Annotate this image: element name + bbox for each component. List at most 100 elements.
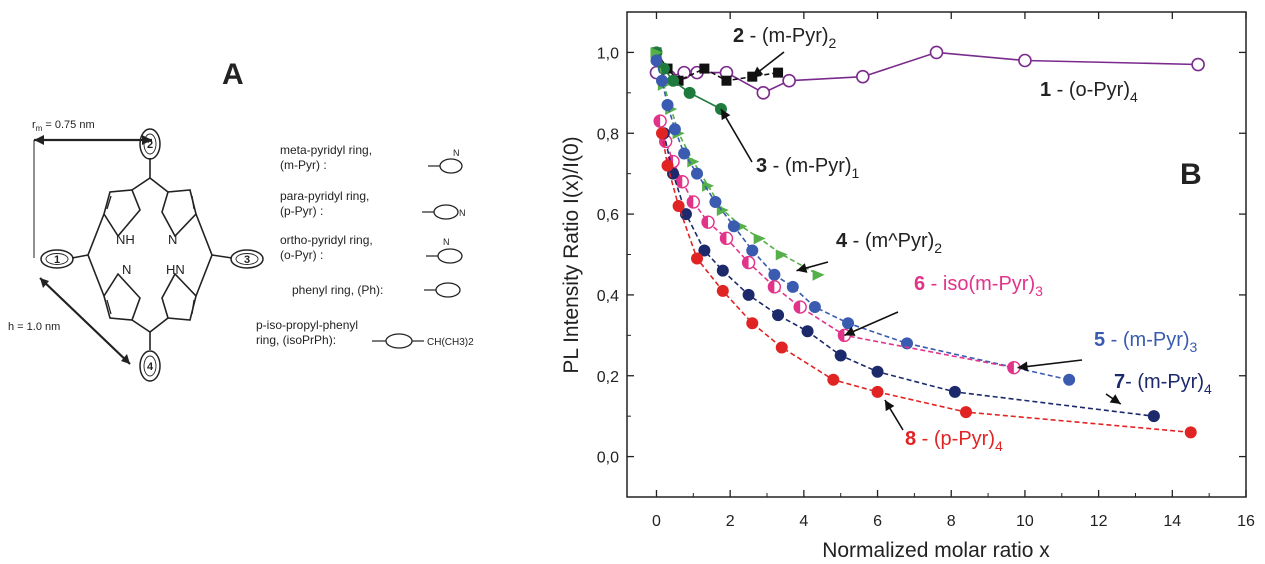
meta-pyridyl-ring-icon <box>439 158 463 174</box>
legend-meta-line2: (m-Pyr) : <box>280 158 327 172</box>
x-tick-label: 14 <box>1163 513 1181 530</box>
data-point <box>699 63 710 74</box>
h-arrowhead-bottom <box>121 354 130 364</box>
x-tick-label: 6 <box>873 513 882 530</box>
data-point <box>842 317 855 330</box>
data-point <box>871 365 884 378</box>
series-annotation-label: 8 - (p-Pyr)4 <box>905 428 1003 454</box>
y-tick-label: 0,8 <box>597 126 619 143</box>
annotation-arrowhead <box>720 109 731 121</box>
annotation-layer: 2 - (m-Pyr)2 1 - (o-Pyr)4 3 - (m-Pyr)1 4 - … <box>720 25 1212 454</box>
data-point-half <box>687 195 694 208</box>
data-point <box>773 67 784 78</box>
data-point <box>1063 373 1076 386</box>
pyrrole-top-left <box>103 189 141 238</box>
y-axis-title: PL Intensity Ratio I(x)/I(0) <box>560 136 583 373</box>
series-annotation-label: 6 - iso(m-Pyr)3 <box>914 273 1043 299</box>
data-point <box>948 385 961 398</box>
data-point-half <box>768 280 775 293</box>
data-point <box>901 337 914 350</box>
legend-ortho-line2: (o-Pyr) : <box>280 248 323 262</box>
data-point <box>683 86 696 99</box>
nh-bottom-label: HN <box>166 262 185 277</box>
data-point <box>756 86 771 100</box>
data-point-half <box>1007 361 1014 374</box>
ortho-ring-n: N <box>443 237 450 247</box>
legend-isoprph-line1: p-iso-propyl-phenyl <box>256 318 358 332</box>
y-tick-label: 0,2 <box>597 369 619 386</box>
data-point <box>775 341 788 354</box>
x-tick-label: 12 <box>1090 513 1108 530</box>
data-point <box>775 249 788 261</box>
x-tick-label: 8 <box>947 513 956 530</box>
n-left-label: N <box>122 262 131 277</box>
data-point <box>721 75 732 86</box>
pyrrole-top-right <box>161 189 197 238</box>
panel-b-chart: 0 2 4 6 8 10 12 14 16 0,0 0,2 0,4 0,6 0,8 1,0 2 - (m-P… <box>560 11 1255 562</box>
chart-axes: 0 2 4 6 8 10 12 14 16 0,0 0,2 0,4 0,6 0,8 1,0 <box>597 12 1255 530</box>
ring-number-4: 4 <box>147 361 154 373</box>
data-point-half <box>676 175 683 188</box>
x-tick-label: 10 <box>1016 513 1034 530</box>
series-7 <box>657 127 1160 423</box>
data-point <box>856 69 870 84</box>
data-point <box>929 45 944 60</box>
series-line <box>663 133 1154 417</box>
legend-ortho-line1: ortho-pyridyl ring, <box>280 233 373 247</box>
data-point <box>827 373 840 386</box>
data-point <box>667 74 680 87</box>
nh-top-label: NH <box>116 232 135 247</box>
x-tick-label: 4 <box>799 513 808 530</box>
data-point <box>656 74 669 87</box>
data-point <box>742 288 755 301</box>
data-point-half <box>654 115 661 128</box>
data-point <box>808 301 821 314</box>
legend-isoprph-line2: ring, (isoPrPh): <box>256 333 336 347</box>
data-point <box>1018 53 1032 68</box>
data-point <box>834 349 847 362</box>
y-tick-label: 1,0 <box>597 45 619 62</box>
data-point <box>801 325 814 338</box>
data-point <box>691 167 704 180</box>
data-point <box>716 284 729 297</box>
data-point-half <box>794 301 801 314</box>
legend-phenyl-line1: phenyl ring, (Ph): <box>292 283 383 297</box>
annotation-arrowhead <box>1109 394 1121 405</box>
phenyl-ring-icon <box>435 282 461 298</box>
ring-2-icon <box>139 128 161 160</box>
h-arrow <box>39 277 131 365</box>
data-point-half <box>702 216 709 229</box>
ring-number-1: 1 <box>54 254 60 266</box>
data-point <box>782 73 796 88</box>
annotation-arrowhead <box>884 400 895 412</box>
series-8 <box>656 127 1197 439</box>
substituent-legend: meta-pyridyl ring, (m-Pyr) : N para-pyri… <box>256 143 474 349</box>
legend-meta-line1: meta-pyridyl ring, <box>280 143 372 157</box>
data-point-half <box>838 329 845 342</box>
data-point <box>812 269 825 281</box>
data-point <box>1184 426 1197 439</box>
panel-b-letter: B <box>1180 158 1202 191</box>
series-line <box>661 133 1191 434</box>
x-tick-label: 2 <box>726 513 735 530</box>
n-right-label: N <box>168 232 177 247</box>
data-point <box>661 159 674 172</box>
legend-para-line2: (p-Pyr) : <box>280 204 323 218</box>
data-point <box>727 220 740 233</box>
ring-4-icon <box>139 350 161 382</box>
series-6 <box>653 114 1021 375</box>
data-point <box>691 252 704 265</box>
y-tick-label: 0,4 <box>597 288 619 305</box>
data-point-half <box>742 256 749 269</box>
data-point <box>672 200 685 212</box>
panel-a-structure: A rm = 0.75 nm h = 1.0 nm <box>8 58 474 382</box>
series-annotation-label: 5 - (m-Pyr)3 <box>1094 329 1198 355</box>
data-point-half <box>720 232 727 245</box>
annotation-arrowhead <box>1017 361 1029 372</box>
data-point <box>746 244 759 257</box>
data-point <box>786 280 799 293</box>
ring-number-2: 2 <box>147 139 153 151</box>
series-layer <box>649 45 1205 439</box>
annotation-arrow <box>1017 359 1083 369</box>
